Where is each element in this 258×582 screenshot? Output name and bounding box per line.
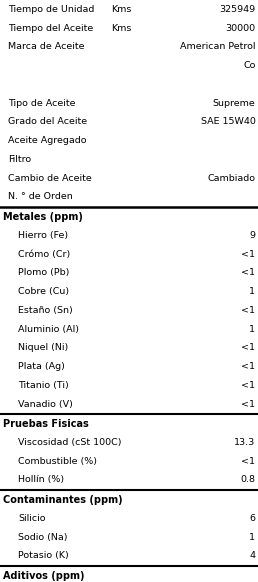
Text: Estaño (Sn): Estaño (Sn) <box>18 306 73 315</box>
Text: Hollín (%): Hollín (%) <box>18 475 64 484</box>
Text: Aditivos (ppm): Aditivos (ppm) <box>3 570 84 581</box>
Text: Niquel (Ni): Niquel (Ni) <box>18 343 68 352</box>
Text: Plata (Ag): Plata (Ag) <box>18 362 65 371</box>
Text: Metales (ppm): Metales (ppm) <box>3 212 83 222</box>
Text: Grado del Aceite: Grado del Aceite <box>8 118 87 126</box>
Text: Vanadio (V): Vanadio (V) <box>18 400 73 409</box>
Text: N. ° de Orden: N. ° de Orden <box>8 193 72 201</box>
Text: 9: 9 <box>249 231 255 240</box>
Text: <1: <1 <box>241 306 255 315</box>
Text: <1: <1 <box>241 343 255 352</box>
Text: 1: 1 <box>249 533 255 542</box>
Text: Cambiado: Cambiado <box>207 173 255 183</box>
Text: Potasio (K): Potasio (K) <box>18 551 69 560</box>
Text: 4: 4 <box>249 551 255 560</box>
Text: Cobre (Cu): Cobre (Cu) <box>18 287 69 296</box>
Text: Hierro (Fe): Hierro (Fe) <box>18 231 68 240</box>
Text: Silicio: Silicio <box>18 514 46 523</box>
Text: SAE 15W40: SAE 15W40 <box>200 118 255 126</box>
Text: <1: <1 <box>241 362 255 371</box>
Text: Crómo (Cr): Crómo (Cr) <box>18 250 70 258</box>
Text: Plomo (Pb): Plomo (Pb) <box>18 268 69 277</box>
Text: Contaminantes (ppm): Contaminantes (ppm) <box>3 495 122 505</box>
Text: <1: <1 <box>241 400 255 409</box>
Text: 30000: 30000 <box>225 24 255 33</box>
Text: <1: <1 <box>241 250 255 258</box>
Text: American Petrol: American Petrol <box>180 42 255 51</box>
Text: Pruebas Fisicas: Pruebas Fisicas <box>3 419 88 429</box>
Text: Filtro: Filtro <box>8 155 31 164</box>
Text: Tiempo del Aceite: Tiempo del Aceite <box>8 24 93 33</box>
Text: <1: <1 <box>241 381 255 390</box>
Text: Viscosidad (cSt 100C): Viscosidad (cSt 100C) <box>18 438 122 447</box>
Text: Titanio (Ti): Titanio (Ti) <box>18 381 69 390</box>
Text: Co: Co <box>243 61 255 70</box>
Text: Sodio (Na): Sodio (Na) <box>18 533 68 542</box>
Text: 0.8: 0.8 <box>240 475 255 484</box>
Text: 13.3: 13.3 <box>234 438 255 447</box>
Text: Marca de Aceite: Marca de Aceite <box>8 42 84 51</box>
Text: Cambio de Aceite: Cambio de Aceite <box>8 173 92 183</box>
Text: 1: 1 <box>249 287 255 296</box>
Text: Kms: Kms <box>111 24 131 33</box>
Text: 1: 1 <box>249 325 255 333</box>
Text: <1: <1 <box>241 457 255 466</box>
Text: Aluminio (Al): Aluminio (Al) <box>18 325 79 333</box>
Text: 6: 6 <box>249 514 255 523</box>
Text: Tiempo de Unidad: Tiempo de Unidad <box>8 5 94 14</box>
Text: Kms: Kms <box>111 5 131 14</box>
Text: Combustible (%): Combustible (%) <box>18 457 97 466</box>
Text: Supreme: Supreme <box>213 98 255 108</box>
Text: <1: <1 <box>241 268 255 277</box>
Text: Aceite Agregado: Aceite Agregado <box>8 136 86 145</box>
Text: Tipo de Aceite: Tipo de Aceite <box>8 98 75 108</box>
Text: 325949: 325949 <box>219 5 255 14</box>
